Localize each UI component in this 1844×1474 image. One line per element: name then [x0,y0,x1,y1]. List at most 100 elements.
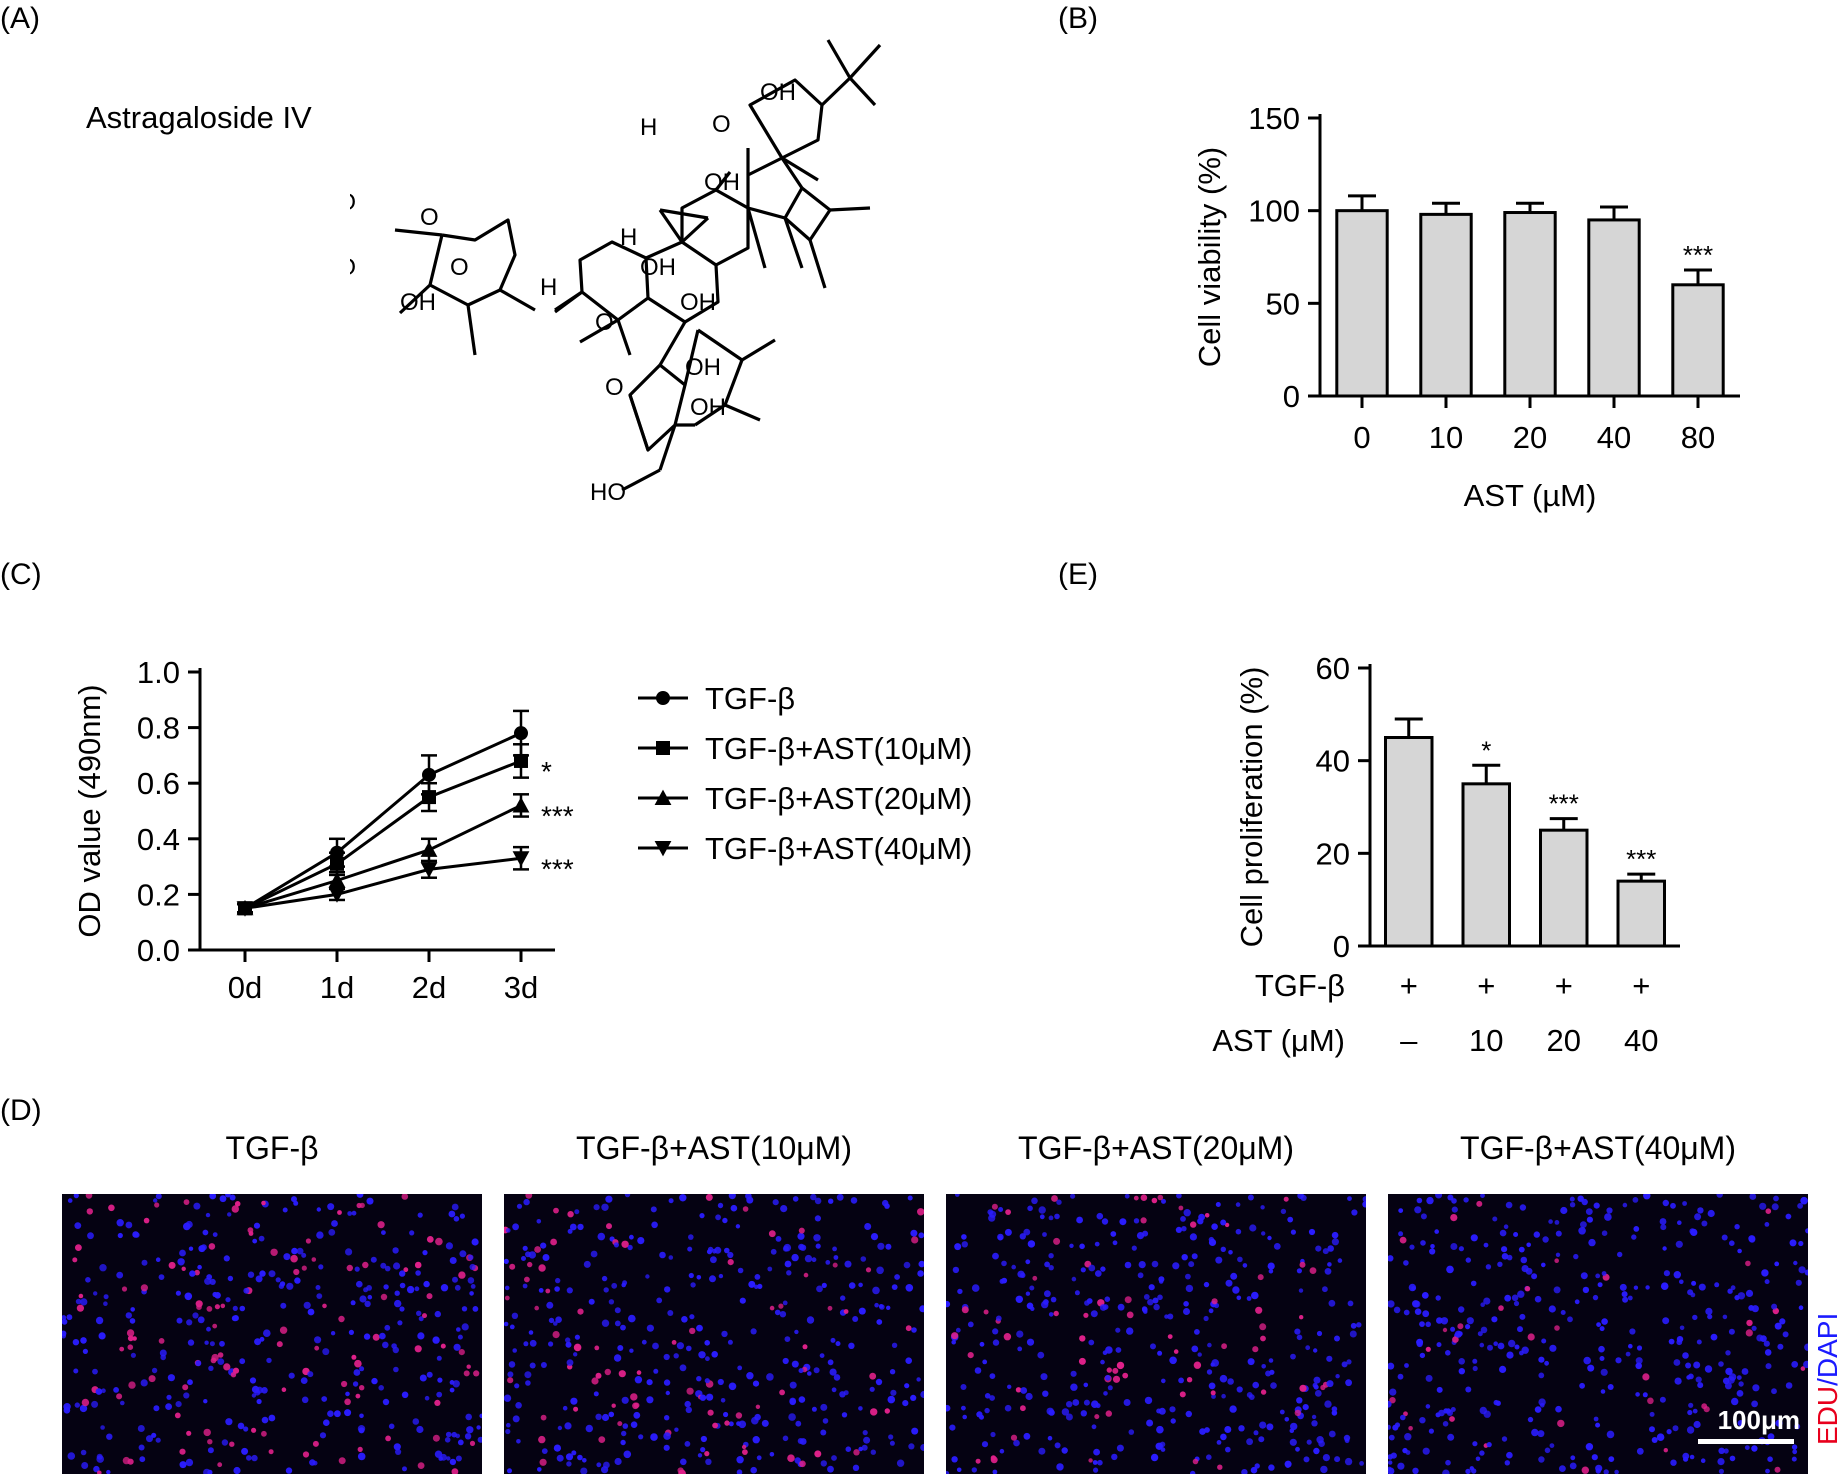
compound-name: Astragaloside IV [86,100,312,136]
dapi-nucleus [1016,1331,1023,1338]
dapi-nucleus [294,1277,300,1283]
dapi-nucleus [775,1310,781,1316]
dapi-nucleus [138,1425,145,1432]
dapi-nucleus [961,1384,967,1390]
dapi-nucleus [1670,1460,1676,1466]
dapi-nucleus [1066,1414,1073,1421]
edu-nucleus [204,1429,211,1436]
dapi-nucleus [1487,1345,1493,1351]
dapi-nucleus [1541,1263,1546,1268]
edu-nucleus [1141,1217,1147,1223]
panel-label-e: (E) [1058,558,1098,592]
dapi-nucleus [1751,1445,1757,1451]
dapi-nucleus [1459,1246,1464,1251]
dapi-nucleus [349,1330,354,1335]
dapi-nucleus [602,1414,609,1421]
edu-nucleus [574,1344,582,1352]
dapi-nucleus [1044,1262,1050,1268]
edu-nucleus [828,1306,833,1311]
dapi-nucleus [918,1232,924,1238]
dapi-nucleus [1429,1248,1435,1254]
dapi-nucleus [910,1395,916,1401]
dapi-nucleus [740,1298,746,1304]
dapi-nucleus [189,1247,193,1251]
dapi-nucleus [1573,1254,1578,1259]
dapi-nucleus [1304,1456,1310,1462]
dapi-nucleus [992,1328,998,1334]
edu-nucleus [467,1365,471,1369]
edu-nucleus [1079,1358,1086,1365]
dapi-nucleus [120,1401,125,1406]
dapi-nucleus [505,1429,510,1434]
dapi-nucleus [651,1206,657,1212]
dapi-nucleus [1693,1409,1698,1414]
dapi-nucleus [1783,1331,1789,1337]
dapi-nucleus [512,1313,518,1319]
dapi-nucleus [1717,1194,1723,1198]
dapi-nucleus [1224,1426,1231,1433]
dapi-nucleus [400,1283,406,1289]
dapi-nucleus [656,1298,662,1304]
dapi-nucleus [853,1465,859,1471]
dapi-nucleus [848,1343,854,1349]
dapi-nucleus [1191,1346,1198,1353]
fluorescence-image-2 [504,1194,924,1474]
dapi-nucleus [1426,1197,1433,1204]
significance-label: *** [1626,844,1656,874]
dapi-nucleus [1725,1368,1732,1375]
dapi-nucleus [1699,1284,1706,1291]
dapi-nucleus [225,1418,232,1425]
bar [1337,211,1387,396]
dapi-nucleus [1274,1243,1281,1250]
dapi-nucleus [302,1397,309,1404]
edu-nucleus [175,1413,181,1419]
dapi-nucleus [1535,1406,1542,1413]
dapi-nucleus [697,1275,702,1280]
dapi-nucleus [1692,1315,1697,1320]
dapi-nucleus [1198,1352,1202,1356]
dapi-nucleus [1041,1373,1048,1380]
dapi-nucleus [1601,1369,1608,1376]
dapi-nucleus [659,1252,666,1259]
dapi-nucleus [168,1374,175,1381]
dapi-nucleus [1220,1434,1227,1441]
dapi-nucleus [458,1335,463,1340]
dapi-nucleus [166,1395,171,1400]
dapi-nucleus [955,1194,960,1197]
edu-nucleus [1443,1328,1447,1332]
edu-nucleus [72,1257,77,1262]
dapi-nucleus [525,1380,531,1386]
dapi-nucleus [1465,1324,1470,1329]
dapi-nucleus [435,1311,441,1317]
edu-nucleus [314,1346,319,1351]
edu-nucleus [452,1468,459,1474]
dapi-nucleus [389,1424,395,1430]
dapi-nucleus [957,1468,962,1473]
dapi-nucleus [456,1327,461,1332]
dapi-nucleus [1593,1295,1598,1300]
dapi-nucleus [1537,1430,1544,1437]
dapi-nucleus [651,1222,658,1229]
x-tick-label: 1d [320,970,354,1005]
dapi-nucleus [266,1358,271,1363]
dapi-nucleus [1583,1357,1591,1365]
dapi-nucleus [187,1379,193,1385]
dapi-nucleus [689,1314,694,1319]
dapi-nucleus [1186,1411,1192,1417]
dapi-nucleus [864,1223,871,1230]
edu-nucleus [249,1231,254,1236]
dapi-nucleus [646,1396,653,1403]
dapi-nucleus [1519,1247,1525,1253]
x-tick-label: 0d [228,970,262,1005]
dapi-nucleus [201,1244,207,1250]
stain-edu-label: EDU [1812,1386,1843,1445]
x-tick-label: 40 [1597,420,1631,455]
dapi-nucleus [1622,1297,1628,1303]
dapi-nucleus [225,1297,230,1302]
dapi-nucleus [1402,1448,1407,1453]
dapi-nucleus [364,1333,370,1339]
image-title-1: TGF-β [52,1130,492,1167]
edu-nucleus [1152,1198,1158,1204]
edu-nucleus [182,1384,188,1390]
